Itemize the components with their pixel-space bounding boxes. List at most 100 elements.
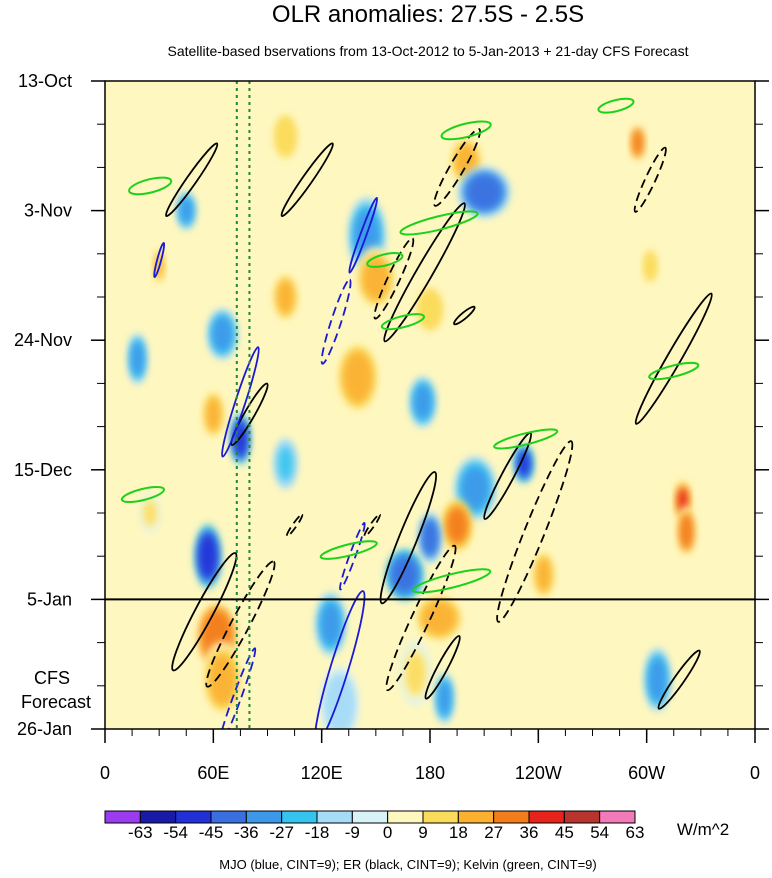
colorbar-swatch <box>281 810 318 824</box>
kelvin-contour <box>319 540 378 560</box>
er-contour <box>363 513 381 538</box>
anomaly-blob <box>392 557 418 592</box>
anomaly-blob <box>419 292 441 327</box>
anomaly-blob <box>276 119 295 154</box>
x-tick-label: 120E <box>301 763 343 783</box>
kelvin-contour <box>597 97 635 114</box>
x-tick-label: 60E <box>197 763 229 783</box>
colorbar-level-label: -63 <box>128 823 153 842</box>
anomaly-blob <box>422 520 438 555</box>
anomaly-blob <box>327 678 353 729</box>
anomaly-blob <box>461 466 490 510</box>
colorbar-level-label: -45 <box>199 823 224 842</box>
colorbar-level-label: -27 <box>269 823 294 842</box>
kelvin-contour <box>380 313 425 331</box>
anomaly-blob <box>361 256 390 301</box>
mjo-contour <box>348 196 379 274</box>
kelvin-contour <box>648 361 700 381</box>
anomaly-blob <box>320 602 341 646</box>
x-tick-label: 0 <box>750 763 760 783</box>
colorbar-swatch <box>351 810 389 824</box>
forecast-label-line2: Forecast <box>21 692 91 712</box>
mjo-contour <box>339 522 366 591</box>
x-tick-label: 0 <box>100 763 110 783</box>
reference-lines <box>235 81 251 729</box>
mjo-contour <box>217 647 257 729</box>
colorbar-level-label: 36 <box>520 823 539 842</box>
colorbar-level-label: 18 <box>449 823 468 842</box>
anomaly-blob <box>680 514 693 549</box>
contour-legend-caption: MJO (blue, CINT=9); ER (black, CINT=9); … <box>219 857 596 872</box>
colorbar-swatch <box>387 810 424 824</box>
colorbar-level-label: -54 <box>163 823 188 842</box>
anomaly-blob <box>342 351 373 404</box>
anomaly-blob <box>421 600 457 636</box>
colorbar-swatch <box>493 810 530 824</box>
er-contour <box>657 649 701 710</box>
colorbar-swatch <box>599 810 636 824</box>
colorbar-level-label: 63 <box>626 823 645 842</box>
anomaly-blob <box>208 653 237 706</box>
colorbar-level-label: -18 <box>305 823 330 842</box>
anomaly-blob <box>131 341 144 376</box>
anomaly-blob <box>438 680 451 716</box>
colorbar-level-label: 9 <box>418 823 427 842</box>
chart-subtitle: Satellite-based bservations from 13-Oct-… <box>168 43 689 59</box>
anomaly-blob <box>517 450 531 477</box>
er-contour <box>633 146 667 213</box>
er-contour <box>379 471 438 605</box>
er-contour <box>171 552 238 672</box>
er-contour <box>230 382 269 446</box>
anomaly-blob <box>143 500 157 526</box>
er-contour <box>433 128 481 207</box>
colorbar-swatch <box>457 810 495 824</box>
colorbar-swatch <box>139 810 177 824</box>
x-axis: 0 60E 120E 180 120W 60W 0 <box>100 729 760 783</box>
er-contour <box>383 202 466 343</box>
anomaly-blob <box>205 396 221 432</box>
x-tick-label: 120W <box>515 763 562 783</box>
colorbar-swatch <box>245 810 283 824</box>
y-tick-label: 26-Jan <box>17 719 72 739</box>
x-tick-label: 60W <box>628 763 665 783</box>
anomaly-blob <box>277 446 294 481</box>
forecast-label-line1: CFS <box>34 668 70 688</box>
anomaly-blob <box>466 174 502 210</box>
anomaly-blob <box>645 253 656 280</box>
mjo-contour <box>221 346 260 458</box>
kelvin-contour <box>128 176 173 196</box>
colorbar-level-label: 27 <box>484 823 503 842</box>
kelvin-contour <box>366 252 404 268</box>
colorbar-swatch <box>210 810 247 824</box>
kelvin-contour <box>440 120 492 141</box>
mjo-contour <box>320 278 352 365</box>
anomaly-blob <box>648 658 667 702</box>
colorbar-swatch <box>175 810 212 824</box>
kelvin-contour <box>412 568 492 594</box>
colorbar-level-label: 54 <box>590 823 609 842</box>
anomaly-blob <box>536 557 552 592</box>
y-tick-label: 3-Nov <box>24 201 72 221</box>
plot-area <box>105 81 755 729</box>
er-contour <box>280 142 334 218</box>
er-contour <box>165 142 219 218</box>
colorbar-level-label: -9 <box>345 823 360 842</box>
anomaly-blob <box>179 197 193 224</box>
colorbar: -63 -54 -45 -36 -27 -18 -9 0 9 18 27 36 45 54 63 <box>104 810 645 842</box>
colorbar-swatch <box>316 810 353 824</box>
anomaly-blob <box>405 651 426 696</box>
colorbar-swatch <box>563 810 601 824</box>
mjo-contour <box>314 590 366 729</box>
wave-contours <box>120 97 713 729</box>
anomaly-blob <box>446 508 468 543</box>
colorbar-level-label: 0 <box>383 823 392 842</box>
colorbar-swatch <box>422 810 459 824</box>
colorbar-swatch <box>104 810 141 824</box>
anomaly-blob <box>199 534 217 578</box>
x-tick-label: 180 <box>415 763 445 783</box>
y-tick-label: 24-Nov <box>14 330 72 350</box>
kelvin-contour <box>399 210 479 236</box>
anomaly-blob <box>413 384 432 420</box>
er-contour <box>385 544 457 692</box>
